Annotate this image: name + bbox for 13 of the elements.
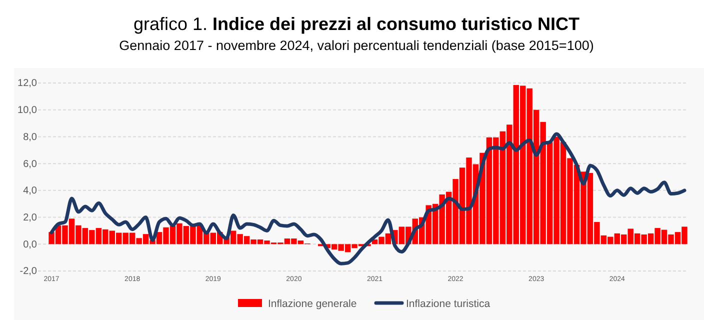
legend-label: Inflazione turistica (406, 298, 490, 310)
chart-subtitle: Gennaio 2017 - novembre 2024, valori percentuali tendenziali (base 2015=100) (119, 38, 594, 53)
y-tick-label: 2,0 (23, 212, 38, 224)
y-tick-label: 0,0 (23, 239, 38, 250)
legend-label: Inflazione generale (268, 298, 357, 310)
y-tick-label: 10,0 (18, 105, 38, 116)
line-series (50, 132, 686, 266)
y-tick-label: 8,0 (23, 132, 38, 143)
y-tick-label: 6,0 (23, 158, 38, 170)
y-tick-label: 12,0 (18, 78, 38, 90)
y-tick-label: 4,0 (23, 186, 38, 197)
y-tick-label: -2,0 (20, 266, 38, 278)
chart-title: grafico 1. Indice dei prezzi al consumo turistico NICT (133, 14, 580, 34)
